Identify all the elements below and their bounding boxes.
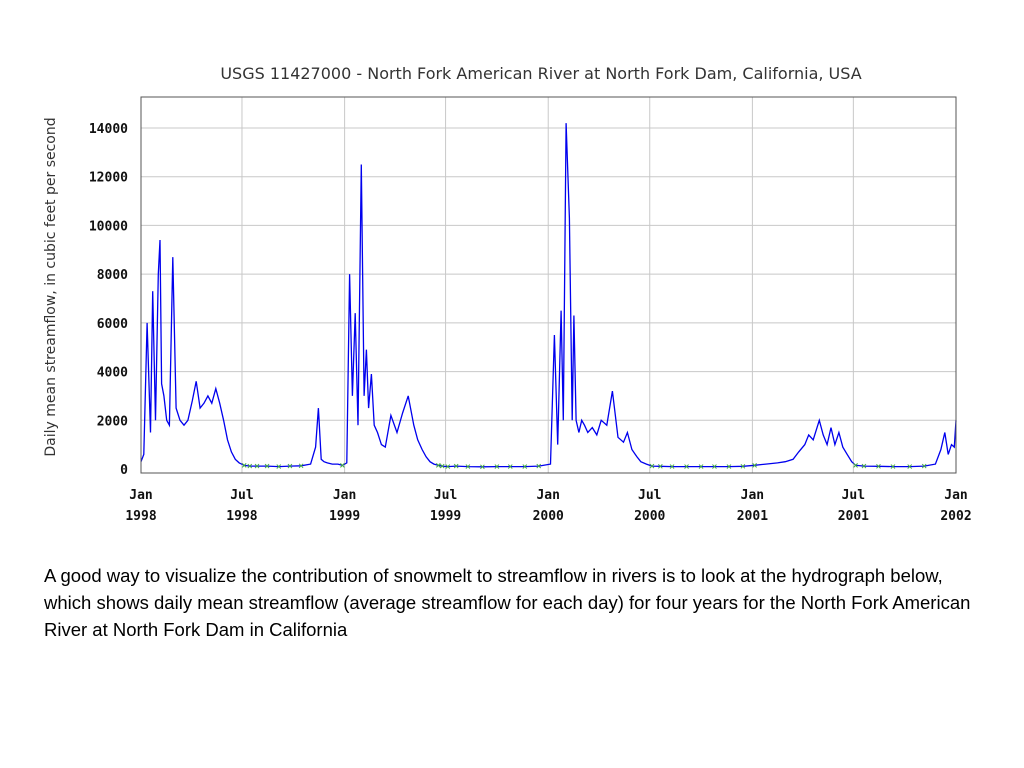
hydrograph-chart: USGS 11427000 - North Fork American Rive… xyxy=(43,64,972,524)
data-point-marker xyxy=(247,463,253,469)
x-tick-month: Jan xyxy=(944,488,967,503)
chart-title: USGS 11427000 - North Fork American Rive… xyxy=(220,64,861,83)
data-point-marker xyxy=(712,464,717,469)
x-tick-month: Jan xyxy=(333,488,356,503)
data-point-marker xyxy=(684,464,689,469)
x-tick-labels: Jan 1998 Jul 1998 Jan 1999 Jul 1999 Jan 2000 Jul 20… xyxy=(125,488,971,524)
y-tick-label: 14000 xyxy=(89,122,128,137)
data-point-marker xyxy=(890,464,896,469)
data-point-marker xyxy=(907,464,913,469)
x-tick-year: 2000 xyxy=(634,509,665,524)
x-tick-month: Jan xyxy=(536,488,559,503)
y-tick-labels: 0 2000 4000 6000 8000 10000 12000 14000 xyxy=(89,122,128,478)
data-point-marker xyxy=(649,463,655,469)
x-tick-year: 2002 xyxy=(940,509,971,524)
x-tick-year: 2001 xyxy=(737,509,768,524)
x-tick-month: Jul xyxy=(638,488,661,503)
data-point-marker xyxy=(254,463,260,469)
data-point-marker xyxy=(264,463,270,469)
y-tick-label: 10000 xyxy=(89,219,128,234)
y-tick-label: 6000 xyxy=(97,317,128,332)
data-point-marker xyxy=(340,462,345,468)
data-point-marker xyxy=(453,463,459,469)
x-tick-month: Jul xyxy=(230,488,253,503)
data-point-marker xyxy=(445,464,451,469)
data-point-marker xyxy=(522,464,528,469)
y-tick-label: 4000 xyxy=(97,366,128,381)
data-point-marker xyxy=(494,464,500,469)
data-point-marker xyxy=(921,463,927,469)
data-point-marker xyxy=(669,464,675,469)
x-tick-month: Jan xyxy=(129,488,152,503)
x-tick-year: 2000 xyxy=(533,509,564,524)
data-point-marker xyxy=(287,463,293,469)
x-tick-year: 1999 xyxy=(329,509,360,524)
grid-lines xyxy=(141,97,956,473)
data-point-marker xyxy=(752,462,757,468)
y-axis-label: Daily mean streamflow, in cubic feet per… xyxy=(43,117,59,456)
data-point-marker xyxy=(698,464,704,469)
data-point-marker xyxy=(536,463,542,469)
x-tick-year: 2001 xyxy=(838,509,869,524)
data-point-marker xyxy=(726,464,732,469)
data-point-marker xyxy=(298,463,304,469)
x-tick-month: Jul xyxy=(842,488,865,503)
x-tick-month: Jan xyxy=(741,488,764,503)
data-point-marker xyxy=(507,464,513,469)
data-point-marker xyxy=(465,464,471,469)
data-point-marker xyxy=(439,463,445,469)
data-point-marker xyxy=(740,463,746,469)
y-tick-label: 8000 xyxy=(97,268,128,283)
data-point-marker xyxy=(480,464,485,470)
plot-frame xyxy=(140,96,957,474)
data-point-marker xyxy=(276,464,282,469)
x-tick-year: 1998 xyxy=(226,509,257,524)
data-point-marker xyxy=(435,462,441,468)
data-point-marker xyxy=(657,463,663,469)
data-point-marker xyxy=(861,463,867,469)
y-tick-label: 2000 xyxy=(97,414,128,429)
y-tick-label: 12000 xyxy=(89,171,128,186)
x-tick-month: Jul xyxy=(434,488,457,503)
marker-layer xyxy=(241,462,927,470)
y-tick-label: 0 xyxy=(120,463,128,478)
x-tick-year: 1998 xyxy=(125,509,156,524)
data-point-marker xyxy=(853,462,858,468)
x-tick-year: 1999 xyxy=(430,509,461,524)
data-point-marker xyxy=(241,462,247,468)
data-point-marker xyxy=(876,463,881,469)
caption-text: A good way to visualize the contribution… xyxy=(44,565,971,640)
